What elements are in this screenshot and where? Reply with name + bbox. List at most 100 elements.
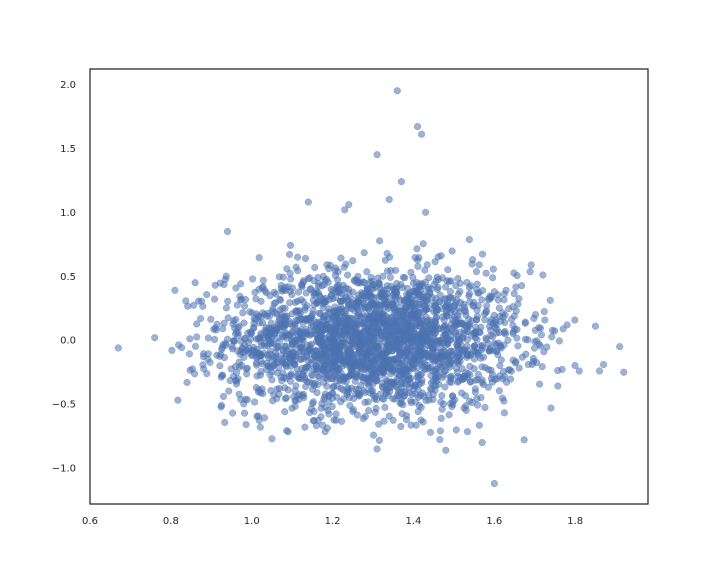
scatter-point xyxy=(258,284,266,292)
scatter-point xyxy=(436,427,444,435)
x-tick-label: 1.0 xyxy=(244,516,260,527)
scatter-point xyxy=(403,306,411,314)
scatter-point xyxy=(423,352,431,360)
scatter-point xyxy=(294,288,302,296)
scatter-point xyxy=(228,345,236,353)
scatter-point xyxy=(299,298,307,306)
scatter-point xyxy=(500,409,508,417)
scatter-point xyxy=(311,327,319,335)
scatter-point xyxy=(415,309,423,317)
scatter-point xyxy=(232,376,240,384)
scatter-point xyxy=(393,87,401,95)
scatter-point xyxy=(438,405,446,413)
scatter-point xyxy=(437,414,445,422)
scatter-point xyxy=(482,269,490,277)
scatter-point xyxy=(171,286,179,294)
scatter-point xyxy=(441,383,449,391)
scatter-point xyxy=(405,320,413,328)
scatter-point xyxy=(185,350,193,358)
scatter-point xyxy=(355,390,363,398)
scatter-point xyxy=(448,247,456,255)
scatter-point xyxy=(515,364,523,372)
scatter-point xyxy=(257,389,265,397)
scatter-point xyxy=(454,290,462,298)
scatter-point xyxy=(193,320,201,328)
scatter-point xyxy=(186,335,194,343)
scatter-point xyxy=(407,421,415,429)
scatter-point xyxy=(475,261,483,269)
scatter-point xyxy=(385,195,393,203)
scatter-point xyxy=(490,480,498,488)
scatter-point xyxy=(535,324,543,332)
scatter-point xyxy=(507,367,515,375)
scatter-point xyxy=(314,273,322,281)
scatter-point xyxy=(558,365,566,373)
scatter-point xyxy=(312,422,320,430)
scatter-point xyxy=(473,395,481,403)
scatter-point xyxy=(390,285,398,293)
scatter-point xyxy=(490,339,498,347)
scatter-point xyxy=(306,409,314,417)
scatter-point xyxy=(222,304,230,312)
scatter-point xyxy=(395,372,403,380)
scatter-point xyxy=(349,288,357,296)
scatter-point xyxy=(256,371,264,379)
scatter-point xyxy=(478,439,486,447)
scatter-point xyxy=(229,337,237,345)
scatter-point xyxy=(337,297,345,305)
scatter-point xyxy=(298,281,306,289)
scatter-point xyxy=(443,337,451,345)
scatter-point xyxy=(373,151,381,159)
scatter-point xyxy=(437,398,445,406)
y-tick-label: −0.5 xyxy=(52,400,76,411)
scatter-point xyxy=(538,363,546,371)
scatter-point xyxy=(473,280,481,288)
scatter-point xyxy=(274,343,282,351)
scatter-point xyxy=(199,302,207,310)
scatter-point xyxy=(341,358,349,366)
scatter-point xyxy=(423,261,431,269)
scatter-point xyxy=(350,351,358,359)
scatter-point xyxy=(262,288,270,296)
scatter-point xyxy=(218,371,226,379)
scatter-point xyxy=(260,414,268,422)
scatter-point xyxy=(305,314,313,322)
scatter-point xyxy=(335,345,343,353)
scatter-point xyxy=(324,407,332,415)
scatter-point xyxy=(474,401,482,409)
scatter-point xyxy=(288,291,296,299)
scatter-point xyxy=(489,265,497,273)
scatter-point xyxy=(384,304,392,312)
scatter-point xyxy=(304,275,312,283)
scatter-point xyxy=(382,382,390,390)
scatter-point xyxy=(242,295,250,303)
scatter-point xyxy=(323,323,331,331)
scatter-point xyxy=(395,336,403,344)
scatter-point xyxy=(465,236,473,244)
scatter-point xyxy=(526,268,534,276)
scatter-point xyxy=(472,268,480,276)
scatter-point xyxy=(484,383,492,391)
scatter-point xyxy=(308,340,316,348)
scatter-point xyxy=(266,371,274,379)
scatter-point xyxy=(242,365,250,373)
scatter-point xyxy=(216,362,224,370)
scatter-point xyxy=(383,249,391,257)
scatter-point xyxy=(241,302,249,310)
scatter-point xyxy=(358,289,366,297)
scatter-point xyxy=(520,436,528,444)
scatter-point xyxy=(522,350,530,358)
scatter-point xyxy=(437,252,445,260)
scatter-point xyxy=(484,366,492,374)
scatter-point xyxy=(253,412,261,420)
scatter-point xyxy=(332,410,340,418)
scatter-point xyxy=(286,269,294,277)
scatter-point xyxy=(219,392,227,400)
scatter-point xyxy=(452,335,460,343)
scatter-point xyxy=(446,373,454,381)
scatter-point xyxy=(330,416,338,424)
scatter-point xyxy=(600,361,608,369)
scatter-point xyxy=(375,436,383,444)
scatter-point xyxy=(151,334,159,342)
scatter-point xyxy=(311,379,319,387)
